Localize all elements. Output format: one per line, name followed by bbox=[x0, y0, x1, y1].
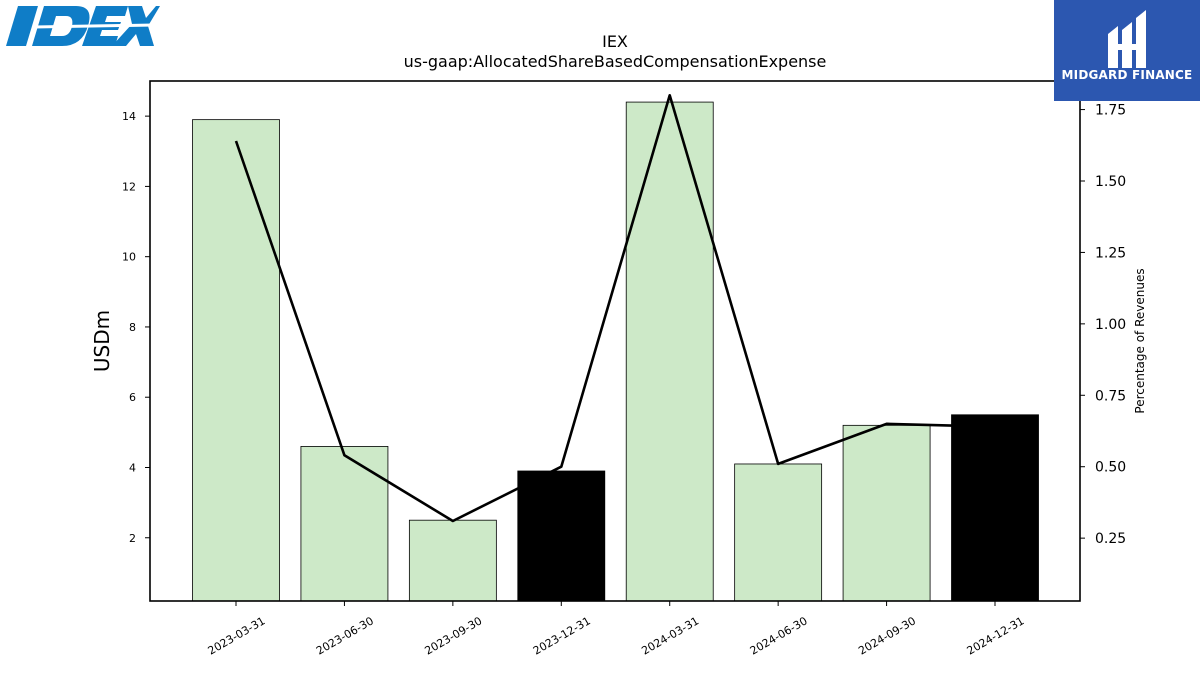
y-tick-label: 10 bbox=[122, 251, 136, 264]
y2-tick-label: 0.50 bbox=[1095, 460, 1126, 476]
plot-frame bbox=[149, 80, 1081, 602]
watermark-text: MIDGARD FINANCE bbox=[1061, 68, 1193, 82]
y2-tick-label: 1.25 bbox=[1095, 245, 1126, 261]
x-tick-label: 2024-12-31 bbox=[965, 614, 1027, 657]
chart-subtitle: us-gaap:AllocatedShareBasedCompensationE… bbox=[403, 52, 827, 71]
x-tick-label: 2023-06-30 bbox=[314, 614, 376, 657]
y2-tick-label: 0.25 bbox=[1095, 531, 1126, 547]
x-tick-label: 2023-12-31 bbox=[531, 614, 593, 657]
y2-tick-label: 1.00 bbox=[1095, 317, 1126, 333]
x-tick-label: 2024-06-30 bbox=[748, 614, 810, 657]
y-axis-label: USDm bbox=[90, 310, 114, 372]
y-tick-label: 14 bbox=[122, 110, 136, 123]
y-tick-label: 4 bbox=[129, 461, 136, 474]
x-tick-label: 2023-03-31 bbox=[206, 614, 268, 657]
bar bbox=[842, 424, 931, 602]
bar bbox=[192, 119, 280, 602]
y2-tick-label: 1.50 bbox=[1095, 174, 1126, 190]
x-tick-label: 2024-09-30 bbox=[856, 614, 918, 657]
midgard-watermark: MIDGARD FINANCE bbox=[1054, 0, 1200, 101]
midgard-logo-mark bbox=[1108, 10, 1146, 68]
y-tick-label: 8 bbox=[129, 321, 136, 334]
y-tick-label: 12 bbox=[122, 180, 136, 193]
bar bbox=[517, 470, 606, 602]
y2-tick-label: 1.75 bbox=[1095, 103, 1126, 119]
y-tick-label: 2 bbox=[129, 532, 136, 545]
x-tick-label: 2023-09-30 bbox=[422, 614, 484, 657]
chart-title: IEX bbox=[602, 32, 628, 51]
y2-tick-label: 0.75 bbox=[1095, 388, 1126, 404]
idex-logo bbox=[4, 4, 160, 48]
line-series bbox=[234, 93, 996, 523]
y2-axis-label: Percentage of Revenues bbox=[1133, 268, 1147, 413]
bar bbox=[951, 414, 1039, 602]
bar bbox=[408, 519, 497, 602]
x-tick-label: 2024-03-31 bbox=[639, 614, 701, 657]
bar bbox=[734, 463, 823, 602]
y-tick-label: 6 bbox=[129, 391, 136, 404]
bar bbox=[300, 446, 389, 602]
bar bbox=[625, 101, 714, 602]
